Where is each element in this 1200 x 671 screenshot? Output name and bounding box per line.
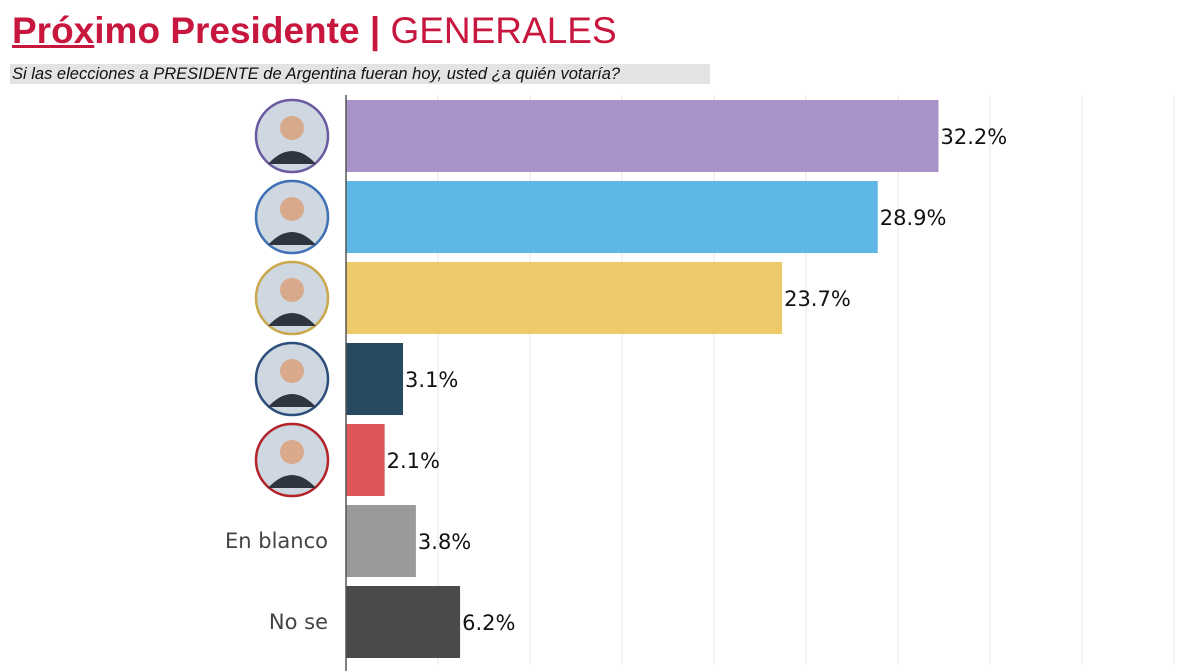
data-label: 28.9% bbox=[880, 206, 947, 230]
title-underlined: Próx bbox=[12, 10, 95, 51]
data-label: 2.1% bbox=[387, 449, 440, 473]
data-label: 6.2% bbox=[462, 611, 515, 635]
title-generales: GENERALES bbox=[390, 10, 617, 51]
data-label: 32.2% bbox=[940, 125, 1007, 149]
category-label: No se bbox=[269, 610, 328, 634]
data-label: 3.1% bbox=[405, 368, 458, 392]
data-label: 23.7% bbox=[784, 287, 851, 311]
title-separator: | bbox=[369, 10, 381, 51]
category-label: En blanco bbox=[225, 529, 328, 553]
candidate-photo-icon bbox=[254, 341, 330, 417]
bar bbox=[346, 181, 878, 253]
candidate-photo-icon bbox=[254, 260, 330, 336]
data-label: 3.8% bbox=[418, 530, 471, 554]
candidate-photo-icon bbox=[254, 98, 330, 174]
bar bbox=[346, 505, 416, 577]
bar bbox=[346, 586, 461, 658]
bar bbox=[346, 100, 939, 172]
bar bbox=[346, 262, 783, 334]
chart-title: Próximo Presidente | GENERALES bbox=[12, 10, 617, 52]
candidate-photo-icon bbox=[254, 179, 330, 255]
bar bbox=[346, 424, 385, 496]
title-main: imo Presidente bbox=[94, 10, 360, 51]
bar bbox=[346, 343, 404, 415]
chart-subtitle: Si las elecciones a PRESIDENTE de Argent… bbox=[10, 64, 710, 84]
candidate-photo-icon bbox=[254, 422, 330, 498]
